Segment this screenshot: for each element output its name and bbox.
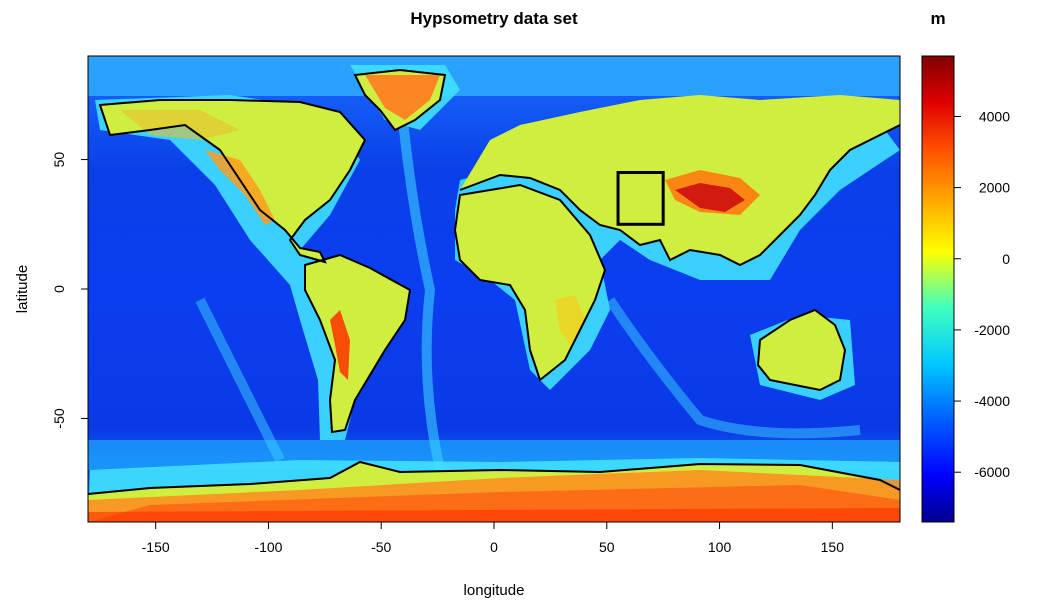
coastline-contours	[88, 68, 900, 495]
colorbar-tick-label: -4000	[974, 393, 1010, 409]
x-tick-label: -150	[142, 539, 170, 555]
x-tick-label: 0	[490, 539, 498, 555]
indian-ridge	[605, 297, 861, 439]
x-tick-label: -50	[371, 539, 391, 555]
x-tick-label: 150	[821, 539, 845, 555]
y-axis: -50 0 50	[51, 152, 88, 429]
x-tick-label: -100	[254, 539, 282, 555]
colorbar-tick-label: 0	[1002, 251, 1010, 267]
x-axis: -150 -100 -50 0 50 100 150	[142, 522, 845, 555]
map-raster	[88, 56, 900, 522]
y-tick-label: -50	[51, 408, 67, 428]
colorbar-tick-label: -6000	[974, 464, 1010, 480]
map-title: Hypsometry data set	[410, 9, 578, 28]
y-tick-label: 50	[51, 152, 67, 168]
colorbar	[921, 55, 955, 523]
mountain-ranges	[88, 75, 900, 522]
colorbar-tick-label: 2000	[979, 180, 1010, 196]
arctic-shelf	[88, 56, 900, 96]
y-tick-label: 0	[51, 285, 67, 293]
colorbar-unit: m	[930, 9, 945, 28]
x-axis-label: longitude	[464, 582, 525, 599]
colorbar-axis: -6000 -4000 -2000 0 2000 4000	[954, 108, 1010, 480]
colorbar-tick-label: -2000	[974, 322, 1010, 338]
x-tick-label: 100	[708, 539, 732, 555]
east-pacific-rise	[195, 297, 285, 463]
colorbar-tick-label: 4000	[979, 108, 1010, 124]
highlight-box	[616, 171, 665, 226]
x-tick-label: 50	[599, 539, 615, 555]
mid-atlantic-ridge	[395, 89, 445, 472]
y-axis-label: latitude	[14, 265, 31, 313]
